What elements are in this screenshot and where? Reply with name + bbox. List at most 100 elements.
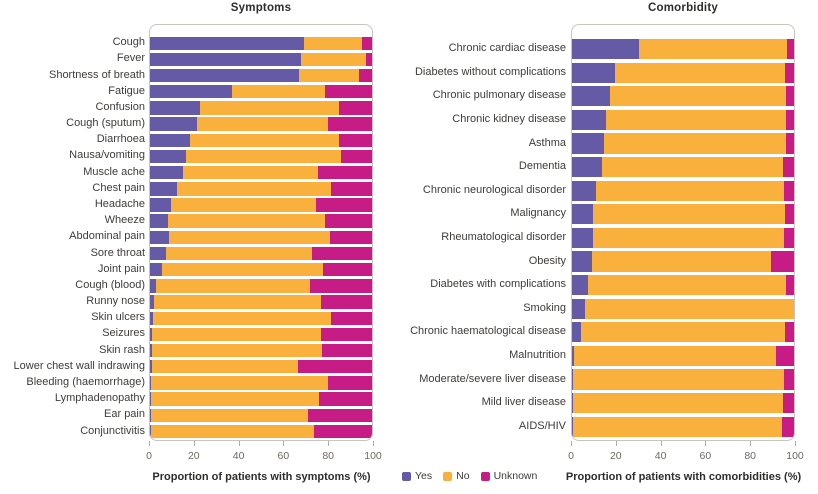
bar-segment-unknown: [781, 416, 794, 437]
bar-segment-no: [609, 86, 787, 107]
bar-segment-yes: [572, 86, 610, 107]
axis-tick: [328, 441, 330, 446]
bar-segment-no: [580, 322, 786, 343]
bar-segment-no: [232, 85, 326, 99]
bar-row: [572, 322, 794, 343]
bar-row: [150, 360, 372, 374]
bar-row: [572, 86, 794, 107]
bar-row: [150, 230, 372, 245]
bar-segment-unknown: [362, 36, 372, 50]
bar-row: [572, 275, 794, 296]
bar-row: [150, 376, 372, 390]
bar-row: [572, 227, 794, 248]
bar-row: [150, 165, 372, 180]
category-label: Runny nose: [86, 295, 145, 308]
category-label: Diabetes with complications: [430, 278, 566, 291]
bar-segment-yes: [150, 230, 169, 245]
category-label: Cough (blood): [75, 278, 145, 291]
bar-segment-yes: [150, 68, 299, 83]
category-label: Obesity: [528, 254, 566, 267]
bar-segment-yes: [572, 157, 602, 178]
bar-segment-no: [162, 263, 324, 277]
bar-segment-no: [151, 392, 319, 406]
comorbidity-chart-title: Comorbidity: [648, 2, 718, 14]
bar-segment-yes: [150, 295, 155, 309]
bar-segment-unknown: [787, 39, 794, 60]
axis-tick-label: 20: [609, 450, 622, 462]
bar-segment-yes: [150, 101, 200, 115]
bar-segment-yes: [150, 279, 156, 293]
bar-segment-no: [638, 39, 788, 60]
bar-segment-yes: [572, 393, 574, 414]
bar-segment-no: [585, 298, 794, 319]
bar-segment-unknown: [770, 251, 794, 272]
bar-segment-unknown: [782, 393, 794, 414]
bar-segment-unknown: [317, 165, 372, 180]
bar-row: [572, 369, 794, 390]
bar-segment-no: [196, 117, 328, 131]
category-label: Nausa/vomiting: [69, 149, 145, 162]
comorbidity-category-labels: Chronic cardiac disease Diabetes without …: [404, 0, 566, 494]
symptoms-x-axis-title: Proportion of patients with symptoms (%): [152, 471, 371, 483]
axis-tick: [373, 441, 374, 446]
category-label: Headache: [94, 198, 145, 210]
bar-segment-yes: [150, 376, 152, 390]
legend-label-yes: Yes: [415, 470, 433, 482]
bar-segment-yes: [572, 369, 574, 390]
bar-segment-no: [573, 416, 782, 437]
bar-row: [572, 345, 794, 366]
bar-row: [150, 214, 372, 228]
bar-segment-no: [167, 214, 326, 228]
bar-segment-unknown: [325, 85, 372, 99]
axis-tick-label: 60: [699, 450, 712, 462]
bar-row: [150, 182, 372, 196]
category-label: Smoking: [523, 301, 566, 314]
bar-segment-no: [152, 327, 321, 342]
bar-segment-no: [165, 246, 313, 261]
category-label: Asthma: [528, 136, 566, 149]
bar-segment-yes: [150, 198, 172, 212]
bar-row: [150, 198, 372, 212]
axis-tick-label: 80: [744, 450, 757, 462]
category-label: Diarrhoea: [96, 133, 145, 146]
category-label: Muscle ache: [83, 165, 145, 178]
bar-row: [150, 85, 372, 99]
bar-segment-unknown: [358, 68, 372, 83]
category-label: Shortness of breath: [48, 68, 145, 81]
axis-tick-label: 100: [786, 450, 804, 462]
bar-segment-unknown: [312, 246, 372, 261]
category-label: Malignancy: [510, 207, 566, 220]
category-label: Mild liver disease: [481, 396, 566, 409]
bar-segment-unknown: [785, 204, 794, 225]
bar-segment-no: [604, 133, 787, 154]
bar-row: [572, 62, 794, 83]
category-label: Sore throat: [90, 246, 145, 259]
bar-segment-unknown: [784, 369, 794, 390]
bar-segment-no: [152, 360, 298, 374]
bar-segment-unknown: [327, 376, 372, 390]
bar-segment-yes: [150, 327, 153, 342]
axis-tick-label: 0: [568, 450, 574, 462]
category-label: Skin rash: [99, 343, 145, 356]
bar-segment-unknown: [786, 275, 794, 296]
bar-segment-unknown: [323, 263, 372, 277]
bar-row: [572, 393, 794, 414]
category-label: Conjunctivitis: [80, 424, 145, 437]
bar-segment-unknown: [786, 86, 794, 107]
axis-tick: [795, 441, 796, 446]
bar-segment-no: [176, 182, 331, 196]
bar-segment-yes: [572, 275, 588, 296]
bar-segment-no: [601, 157, 783, 178]
bar-segment-yes: [150, 52, 301, 67]
category-label: AIDS/HIV: [518, 419, 566, 432]
bar-segment-yes: [150, 165, 184, 180]
bar-segment-no: [189, 133, 339, 147]
bar-segment-yes: [572, 39, 639, 60]
bar-row: [150, 133, 372, 147]
bar-segment-yes: [150, 133, 190, 147]
bar-segment-unknown: [366, 52, 372, 67]
bar-row: [572, 39, 794, 60]
bar-segment-no: [304, 36, 362, 50]
bar-row: [150, 246, 372, 261]
